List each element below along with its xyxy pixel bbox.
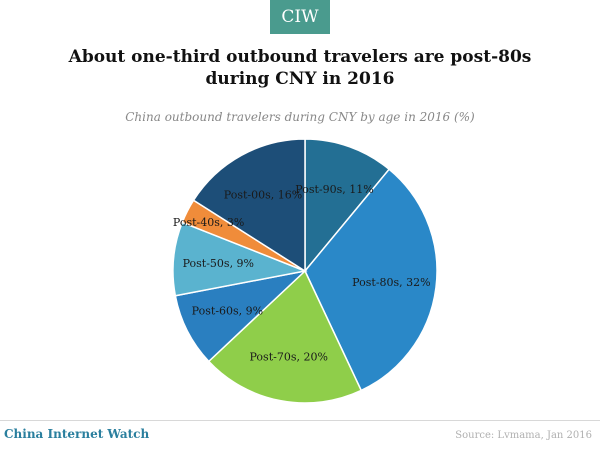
pie-slice-post-00s [192,138,306,273]
footer-divider [0,420,600,421]
pie-label-post-40s: Post-40s, 3% [173,216,244,229]
pie-label-post-60s: Post-60s, 9% [192,305,263,318]
chart-title: China outbound travelers during CNY by a… [125,110,475,124]
pie-slice-post-90s [304,138,391,274]
headline-line-1: About one-third outbound travelers are p… [68,47,532,67]
headline: About one-third outbound travelers are p… [40,46,560,90]
pie-slice-post-70s [207,269,363,404]
pie-label-post-50s: Post-50s, 9% [183,257,254,270]
ciw-logo-text: CIW [281,7,319,27]
source-note: Source: Lvmama, Jan 2016 [455,430,592,441]
pie-label-post-00s: Post-00s, 16% [224,189,302,202]
footer-brand: China Internet Watch [4,427,150,441]
pie-slices [172,138,438,404]
pie-label-post-90s: Post-90s, 11% [295,183,373,196]
pie-slice-post-80s [304,168,438,392]
headline-line-2: during CNY in 2016 [205,69,395,89]
pie-label-post-80s: Post-80s, 32% [352,276,430,289]
pie-label-post-70s: Post-70s, 20% [249,351,327,364]
ciw-logo: CIW [270,0,330,34]
pie-labels: Post-90s, 11% Post-80s, 32% Post-70s, 20% P… [173,183,431,364]
